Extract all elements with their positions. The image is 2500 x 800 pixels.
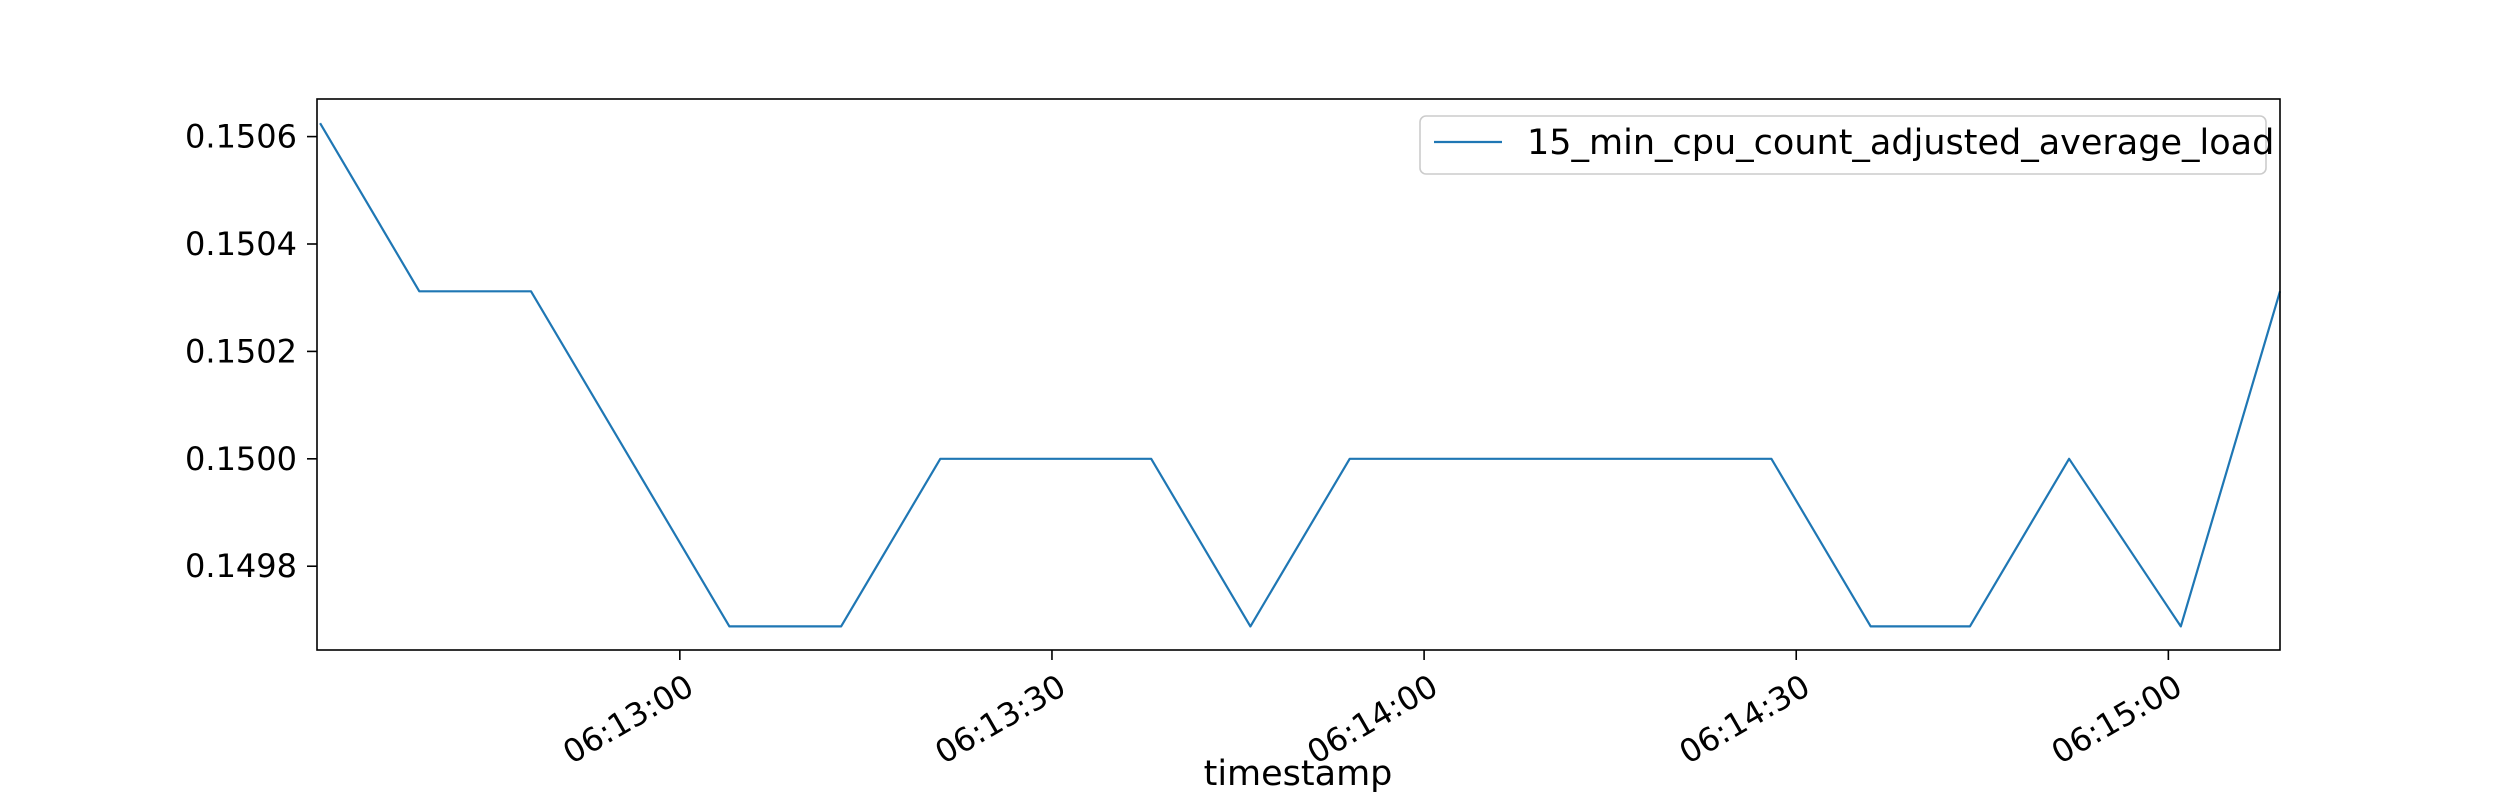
series-line [319,122,2282,628]
legend: 15_min_cpu_count_adjusted_average_load [1419,115,2274,175]
x-tick-label: 06:15:00 [2045,667,2188,772]
plot-frame [316,98,2281,651]
y-axis-ticks: 0.1498 0.1500 0.1502 0.1504 0.1506 [185,118,317,585]
x-tick-label: 06:13:30 [928,667,1071,772]
y-tick-label: 0.1500 [185,440,297,478]
plot-area [317,99,2280,650]
y-tick-label: 0.1502 [185,332,297,370]
legend-box [1419,115,2267,175]
x-tick-label: 06:14:30 [1673,667,1816,772]
x-tick-label: 06:13:00 [556,667,699,772]
series-layer [319,122,2282,628]
y-tick-label: 0.1504 [185,225,297,263]
x-axis-label: timestamp [1204,754,1393,794]
legend-label: 15_min_cpu_count_adjusted_average_load [1527,123,2274,163]
y-tick-label: 0.1506 [185,118,297,156]
y-tick-label: 0.1498 [185,547,297,585]
